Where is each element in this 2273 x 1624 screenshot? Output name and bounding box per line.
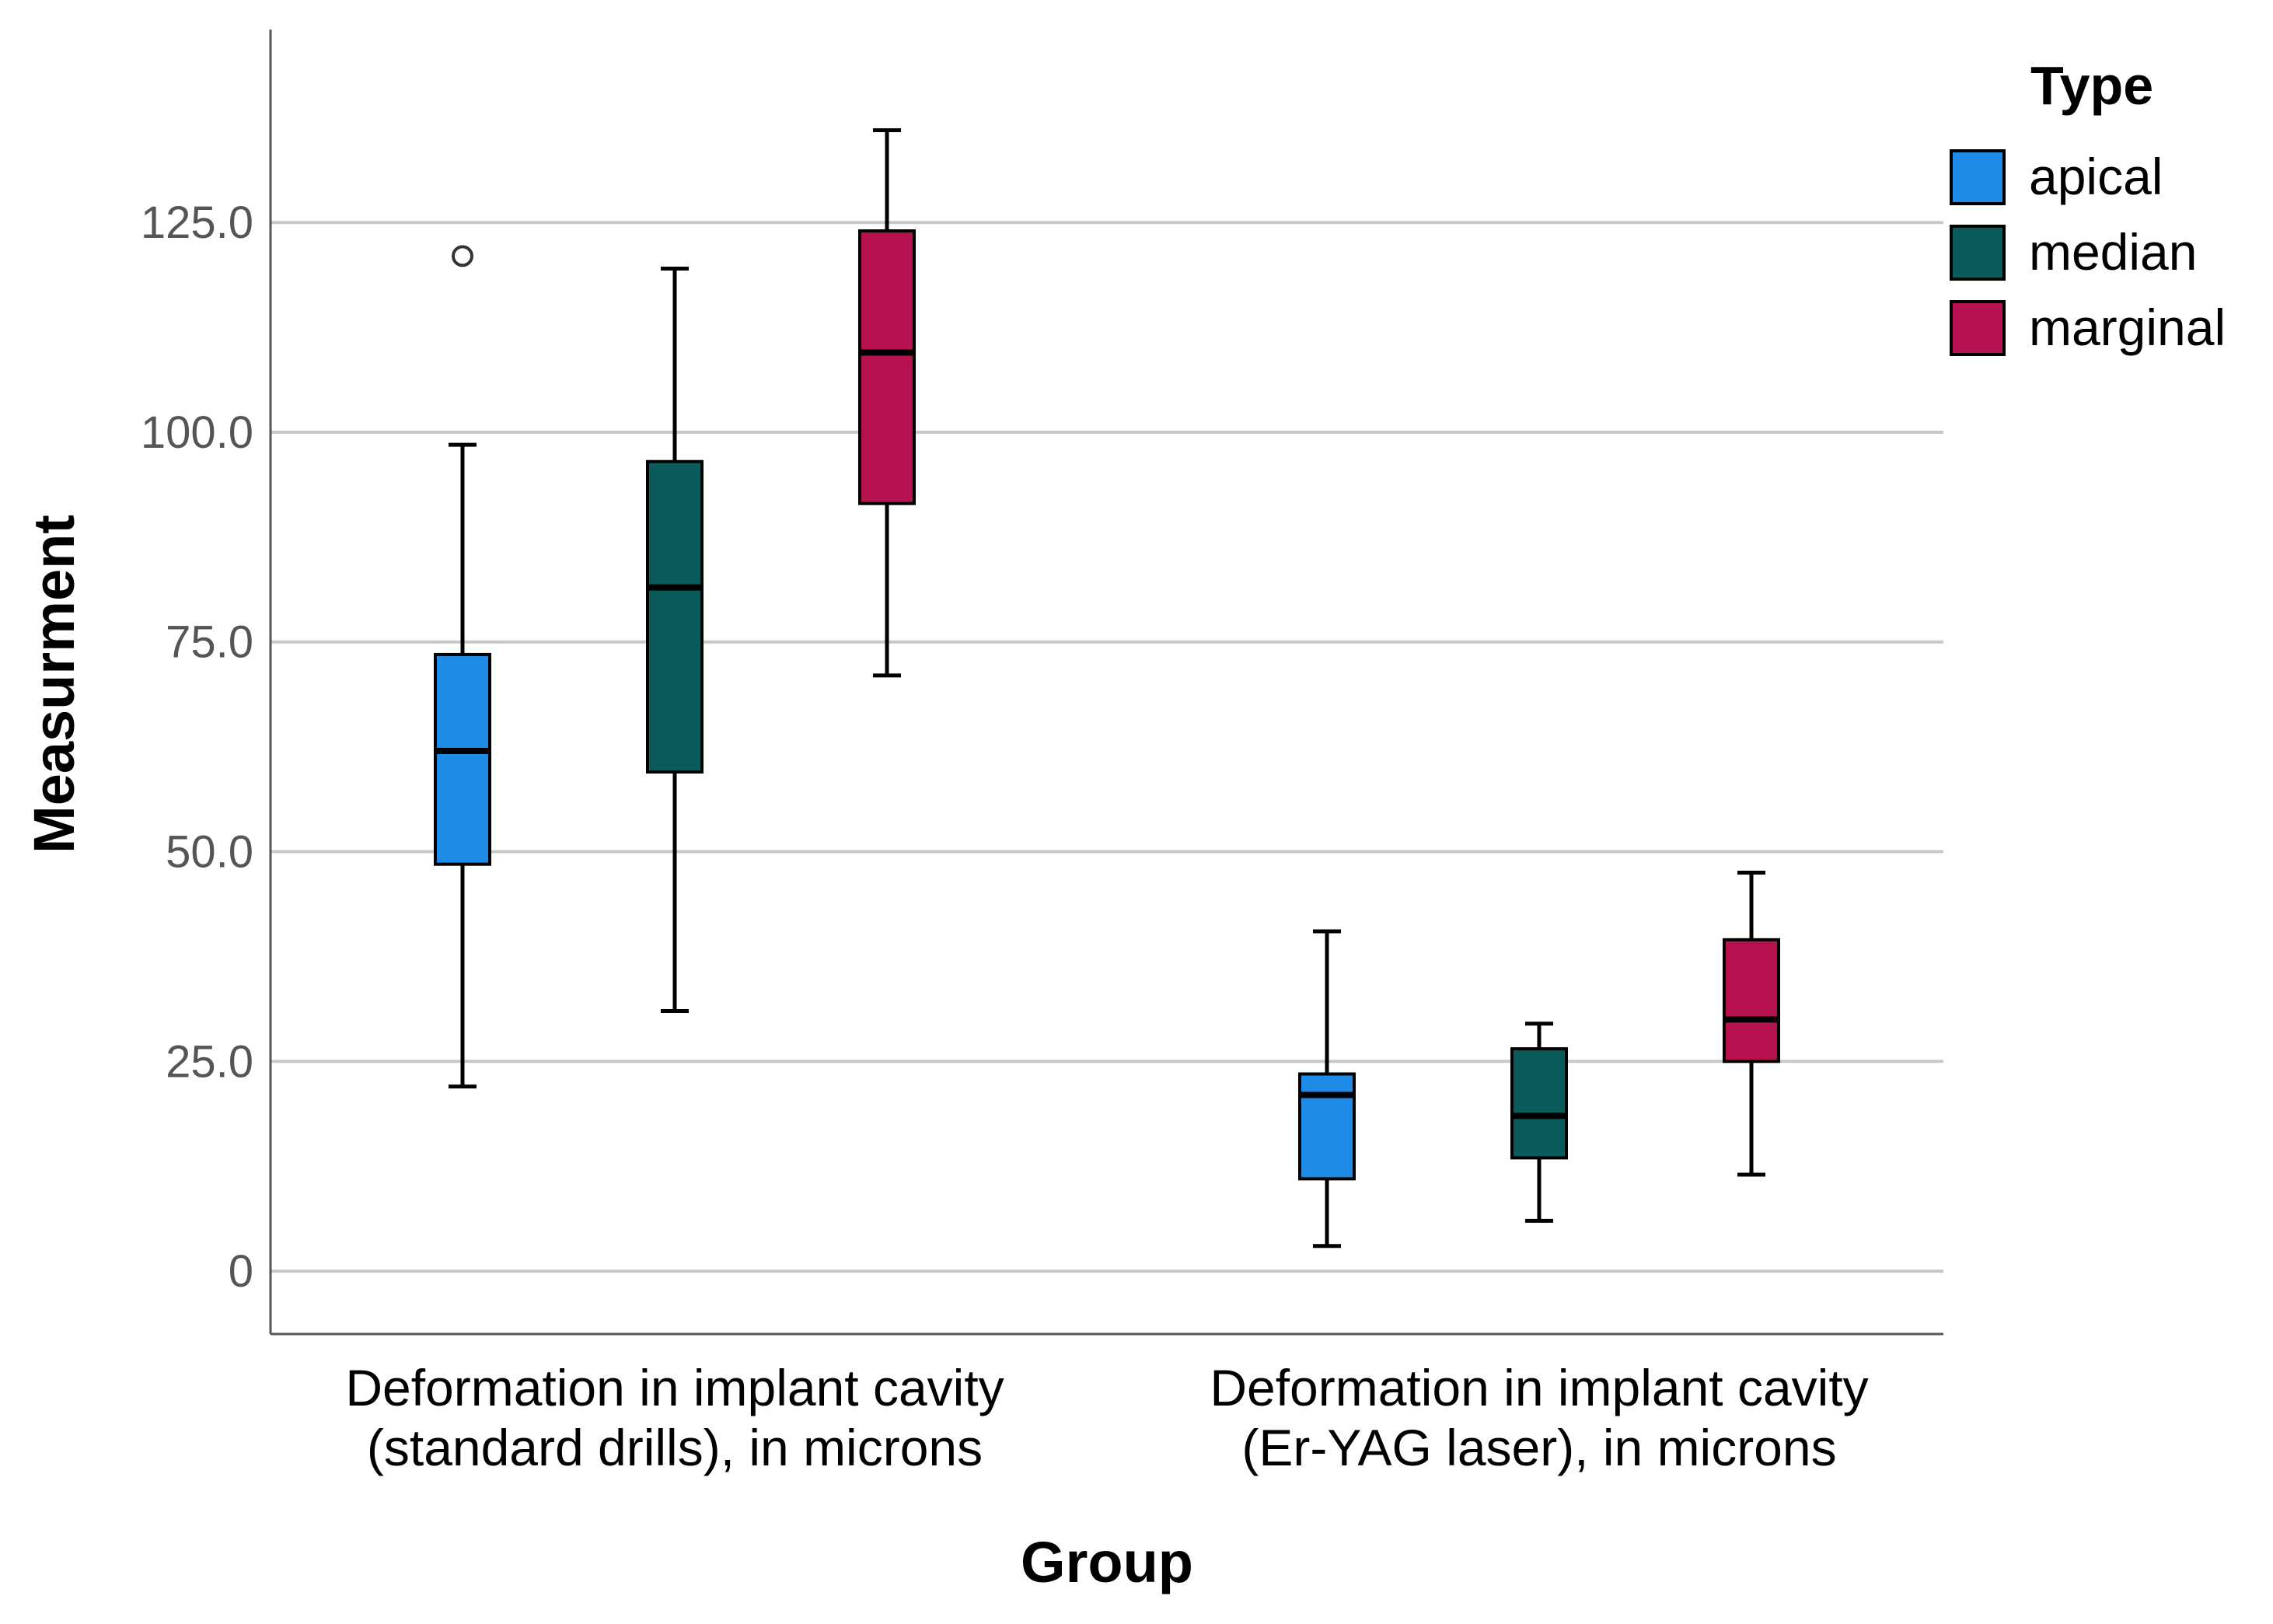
y-tick-label: 100.0 xyxy=(141,407,253,458)
category-labels: Deformation in implant cavity(standard d… xyxy=(345,1359,1868,1476)
iqr-box xyxy=(434,652,491,866)
box-marginal xyxy=(1723,870,1780,1177)
x-category-label: Deformation in implant cavity xyxy=(345,1359,1004,1416)
x-axis-title: Group xyxy=(1021,1530,1193,1594)
box-median xyxy=(646,267,704,1014)
y-tick-label: 50.0 xyxy=(166,827,253,878)
box-median xyxy=(1510,1022,1568,1223)
legend-title: Type xyxy=(2030,55,2153,116)
boxes xyxy=(434,127,1780,1249)
x-category-label: (Er-YAG laser), in microns xyxy=(1241,1419,1836,1476)
axes xyxy=(269,30,1943,1336)
x-category-label: Deformation in implant cavity xyxy=(1210,1359,1868,1416)
legend-label-marginal: marginal xyxy=(2029,299,2226,356)
box-apical xyxy=(434,245,491,1089)
legend-label-apical: apical xyxy=(2029,148,2163,205)
y-tick-label: 125.0 xyxy=(141,197,253,248)
iqr-box xyxy=(646,459,704,774)
gridlines xyxy=(271,221,1943,1273)
y-tick-label: 25.0 xyxy=(166,1036,253,1087)
y-tick-label: 75.0 xyxy=(166,617,253,668)
iqr-box xyxy=(1510,1047,1568,1160)
y-tick-labels: 0 25.0 50.0 75.0 100.0 125.0 xyxy=(141,197,253,1297)
legend: Type apical median marginal xyxy=(1950,55,2226,356)
iqr-box xyxy=(1723,938,1780,1063)
box-marginal xyxy=(858,127,916,678)
x-category-label: (standard drills), in microns xyxy=(367,1419,983,1476)
legend-swatch-marginal xyxy=(1950,300,2006,356)
y-axis-title: Measurment xyxy=(22,515,86,854)
legend-label-median: median xyxy=(2029,223,2197,281)
box-apical xyxy=(1298,929,1356,1249)
iqr-box xyxy=(1298,1072,1356,1181)
iqr-box xyxy=(858,229,916,505)
legend-swatch-apical xyxy=(1950,149,2006,205)
outlier-point xyxy=(452,245,473,267)
y-tick-label: 0 xyxy=(229,1246,253,1297)
legend-swatch-median xyxy=(1950,225,2006,281)
